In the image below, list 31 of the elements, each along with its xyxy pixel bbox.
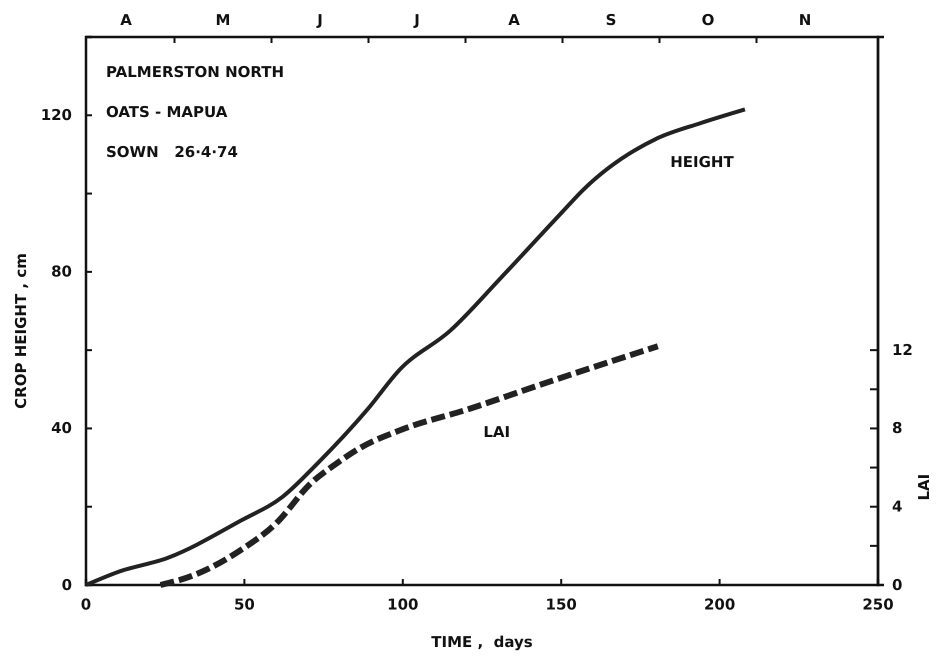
series-label: LAI [483,422,510,441]
x-tick-label: 0 [80,596,92,614]
y2-tick-label: 4 [892,498,902,516]
annotation: OATS - MAPUA [106,103,228,121]
y-tick-label: 120 [40,106,72,124]
y-tick-label: 0 [62,576,72,594]
annotation: PALMERSTON NORTH [106,63,284,81]
text: N [798,11,812,29]
y2-axis-title: LAI [915,474,933,501]
x-tick-label: 50 [234,596,255,614]
text: A [120,11,132,29]
x-tick-label: 150 [546,596,577,614]
text: J [413,11,420,29]
text: O [702,11,714,29]
text: M [216,11,230,29]
y2-tick-label: 8 [892,419,902,438]
line-series [84,107,747,587]
x-tick-label: 100 [387,596,418,614]
text: A [508,11,520,29]
x-tick-label: 250 [862,596,894,614]
y2-tick-label: 0 [892,576,902,594]
text: J [316,11,323,29]
annotation: SOWN 26·4·74 [106,143,238,161]
y-tick-label: 80 [51,262,72,281]
y2-tick-label: 12 [892,340,913,359]
x-axis-title: TIME , days [431,633,533,651]
y-tick-label: 40 [51,419,72,438]
series-label: HEIGHT [670,152,734,171]
x-tick-label: 200 [704,596,736,614]
y-axis-title: CROP HEIGHT , cm [12,253,30,409]
text: S [606,11,616,29]
